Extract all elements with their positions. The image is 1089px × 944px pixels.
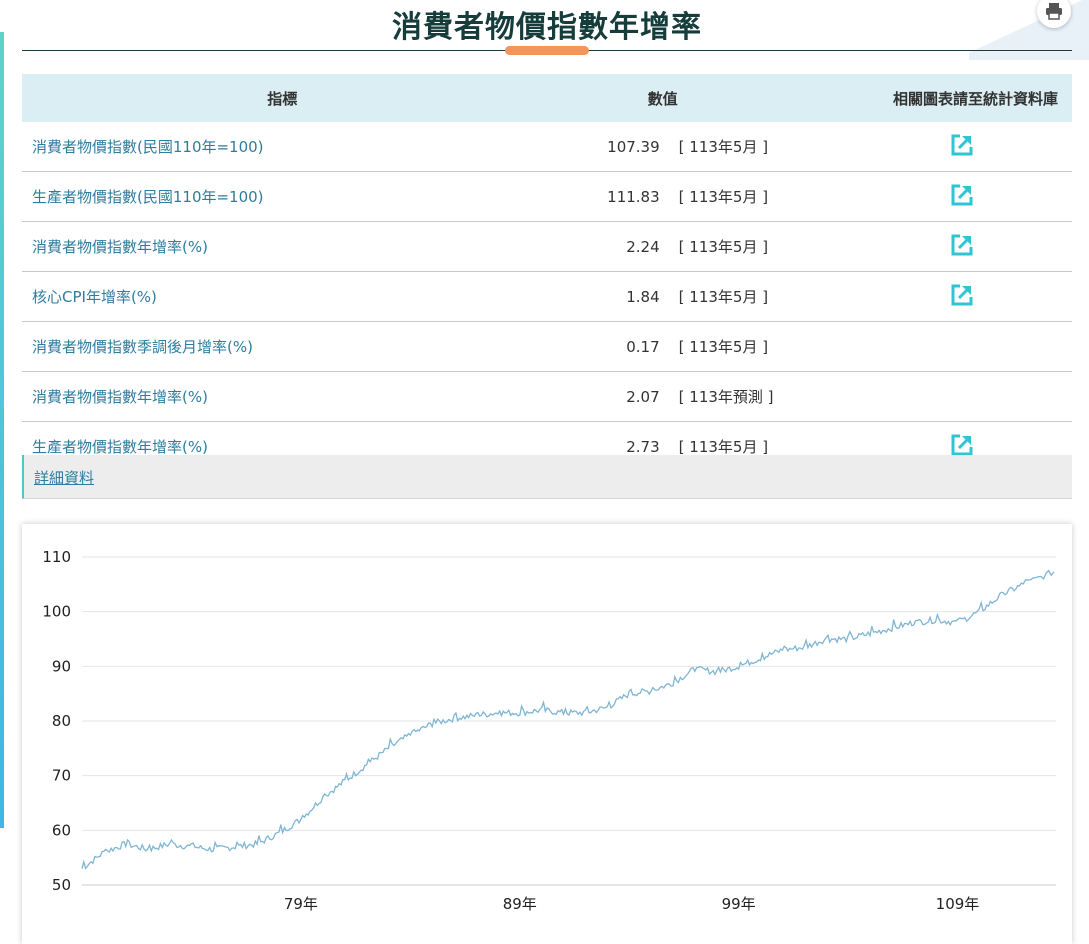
indicator-link[interactable]: 生產者物價指數(民國110年=100) <box>32 188 264 206</box>
indicator-period: [ 113年5月 ] <box>677 171 853 222</box>
print-button[interactable] <box>1037 0 1071 28</box>
cpi-line-chart: 50 60 70 80 90 100 110 79年 89年 99年 109年 <box>42 548 1056 913</box>
y-tick-label: 70 <box>52 767 71 785</box>
indicator-cell: 生產者物價指數(民國110年=100) <box>22 171 438 222</box>
y-tick-label: 60 <box>52 821 71 839</box>
indicator-period: [ 113年5月 ] <box>677 271 853 322</box>
cpi-series-line <box>81 569 1055 870</box>
indicator-cell: 消費者物價指數年增率(%) <box>22 371 438 422</box>
table-row: 消費者物價指數(民國110年=100) 107.39[ 113年5月 ] <box>22 122 1072 172</box>
x-tick-label: 99年 <box>722 895 756 913</box>
table-row: 消費者物價指數年增率(%) 2.24[ 113年5月 ] <box>22 221 1072 272</box>
indicator-period: [ 113年預測 ] <box>677 371 853 422</box>
x-tick-label: 109年 <box>936 895 980 913</box>
indicator-value: 111.83 <box>437 171 678 222</box>
table-row: 核心CPI年增率(%) 1.84[ 113年5月 ] <box>22 271 1072 322</box>
left-accent-bar <box>0 32 4 828</box>
indicator-value: 1.84 <box>437 271 678 322</box>
indicator-value: 107.39 <box>437 122 678 172</box>
external-link-icon[interactable] <box>950 283 974 311</box>
column-header-indicator: 指標 <box>22 74 438 122</box>
indicator-cell: 消費者物價指數(民國110年=100) <box>22 122 438 172</box>
page-header: 消費者物價指數年增率 <box>22 0 1072 56</box>
indicator-period: [ 113年5月 ] <box>677 321 853 372</box>
chart-link-cell <box>852 221 1072 272</box>
indicator-period: [ 113年5月 ] <box>677 122 853 172</box>
chart-link-cell <box>852 122 1072 172</box>
table-row: 生產者物價指數(民國110年=100) 111.83[ 113年5月 ] <box>22 171 1072 222</box>
y-tick-label: 100 <box>42 603 71 621</box>
indicator-cell: 核心CPI年增率(%) <box>22 271 438 322</box>
column-header-period <box>677 74 853 122</box>
column-header-link: 相關圖表請至統計資料庫 <box>852 74 1072 122</box>
external-link-icon[interactable] <box>950 233 974 261</box>
chart-link-cell <box>852 371 1072 422</box>
indicator-value: 0.17 <box>437 321 678 372</box>
indicator-link[interactable]: 消費者物價指數(民國110年=100) <box>32 138 264 156</box>
y-tick-label: 80 <box>52 712 71 730</box>
external-link-icon[interactable] <box>950 433 974 461</box>
indicator-link[interactable]: 核心CPI年增率(%) <box>32 288 157 306</box>
y-tick-label: 90 <box>52 657 71 675</box>
cpi-chart-card: 50 60 70 80 90 100 110 79年 89年 99年 109年 <box>22 524 1072 944</box>
indicator-table: 指標 數值 相關圖表請至統計資料庫 消費者物價指數(民國110年=100) 107… <box>22 74 1072 472</box>
x-tick-label: 89年 <box>503 895 537 913</box>
x-tick-label: 79年 <box>284 895 318 913</box>
indicator-link[interactable]: 生產者物價指數年增率(%) <box>32 438 208 456</box>
external-link-icon[interactable] <box>950 133 974 161</box>
page-title: 消費者物價指數年增率 <box>392 10 702 45</box>
table-header-row: 指標 數值 相關圖表請至統計資料庫 <box>22 74 1072 122</box>
title-accent-pill <box>505 46 589 55</box>
chart-link-cell <box>852 171 1072 222</box>
y-tick-label: 110 <box>42 548 71 566</box>
y-tick-label: 50 <box>52 876 71 894</box>
indicator-value: 2.24 <box>437 221 678 272</box>
indicator-cell: 消費者物價指數年增率(%) <box>22 221 438 272</box>
indicator-value: 2.07 <box>437 371 678 422</box>
indicator-link[interactable]: 消費者物價指數季調後月增率(%) <box>32 338 253 356</box>
printer-icon <box>1046 3 1062 20</box>
table-row: 消費者物價指數季調後月增率(%) 0.17[ 113年5月 ] <box>22 321 1072 372</box>
indicator-link[interactable]: 消費者物價指數年增率(%) <box>32 388 208 406</box>
indicator-period: [ 113年5月 ] <box>677 221 853 272</box>
detail-link[interactable]: 詳細資料 <box>34 469 95 487</box>
detail-bar: 詳細資料 <box>22 455 1072 499</box>
table-row: 消費者物價指數年增率(%) 2.07[ 113年預測 ] <box>22 371 1072 422</box>
indicator-link[interactable]: 消費者物價指數年增率(%) <box>32 238 208 256</box>
chart-link-cell <box>852 271 1072 322</box>
external-link-icon[interactable] <box>950 183 974 211</box>
indicator-cell: 消費者物價指數季調後月增率(%) <box>22 321 438 372</box>
column-header-value: 數值 <box>437 74 678 122</box>
chart-link-cell <box>852 321 1072 372</box>
